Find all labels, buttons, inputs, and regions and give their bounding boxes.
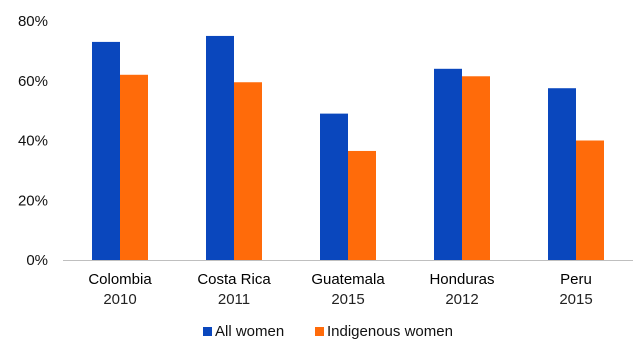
x-category-year: 2010 xyxy=(103,291,136,308)
x-axis: Colombia 2010 Costa Rica 2011 Guatemala 2015 H… xyxy=(88,271,592,308)
y-tick-label: 60% xyxy=(18,73,48,90)
y-tick-label: 0% xyxy=(26,252,48,269)
bar-indigenous-women xyxy=(576,140,604,260)
bar-all-women xyxy=(320,113,348,260)
y-axis: 0% 20% 40% 60% 80% xyxy=(18,13,48,269)
y-tick-label: 40% xyxy=(18,133,48,150)
x-category-label: Peru xyxy=(560,271,592,288)
y-tick-label: 80% xyxy=(18,13,48,30)
legend: All women Indigenous women xyxy=(203,323,453,340)
x-category-label: Guatemala xyxy=(311,271,385,288)
legend-label: Indigenous women xyxy=(327,323,453,340)
legend-swatch xyxy=(203,327,212,336)
bar-all-women xyxy=(434,68,462,260)
bar-all-women xyxy=(92,41,120,260)
x-category-year: 2011 xyxy=(218,291,250,308)
bar-indigenous-women xyxy=(120,74,148,261)
x-category-label: Honduras xyxy=(429,271,494,288)
y-tick-label: 20% xyxy=(18,192,48,209)
x-category-year: 2012 xyxy=(445,291,478,308)
x-category-label: Costa Rica xyxy=(197,271,271,288)
x-category-year: 2015 xyxy=(331,291,364,308)
bar-all-women xyxy=(548,88,576,260)
bar-indigenous-women xyxy=(348,150,376,260)
x-category-year: 2015 xyxy=(559,291,592,308)
bar-all-women xyxy=(206,35,234,260)
x-category-label: Colombia xyxy=(88,271,152,288)
bar-indigenous-women xyxy=(234,82,262,261)
bar-indigenous-women xyxy=(462,76,490,260)
legend-swatch xyxy=(315,327,324,336)
bars xyxy=(92,35,604,261)
legend-label: All women xyxy=(215,323,284,340)
